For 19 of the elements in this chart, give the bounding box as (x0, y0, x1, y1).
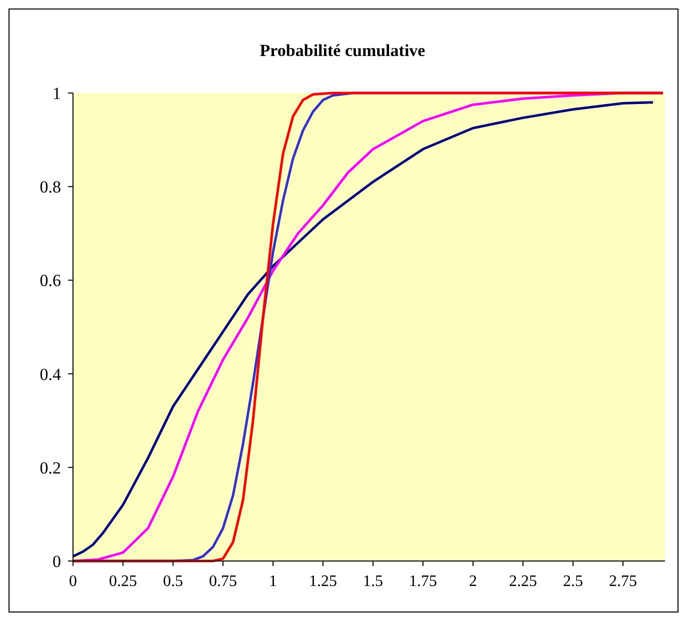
y-tick-label: 0.4 (40, 364, 62, 384)
x-tick-label: 2 (469, 573, 477, 590)
x-tick-label: 2.25 (509, 573, 537, 590)
y-tick-label: 0.6 (40, 271, 61, 290)
x-tick-label: 0.25 (109, 573, 137, 590)
y-tick-label: 0 (52, 552, 61, 571)
y-tick-label: 0.8 (40, 178, 61, 197)
x-tick-label: 0 (69, 573, 77, 590)
y-tick-label: 0.2 (40, 458, 61, 478)
x-tick-label: 1.75 (409, 573, 437, 590)
x-tick-label: 2.5 (563, 573, 583, 590)
chart-title: Probabilité cumulative (260, 41, 426, 60)
x-tick-label: 1 (269, 573, 277, 590)
y-tick-label: 1 (52, 84, 61, 103)
x-tick-label: 0.5 (163, 573, 183, 590)
x-tick-label: 0.75 (209, 573, 237, 590)
x-tick-label: 2.75 (609, 573, 637, 590)
x-tick-label: 1.25 (309, 573, 337, 590)
x-tick-label: 1.5 (363, 573, 383, 590)
